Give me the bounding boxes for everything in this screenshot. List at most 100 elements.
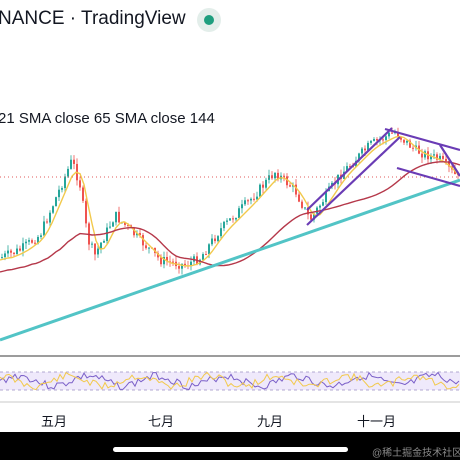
candle-body	[319, 205, 321, 208]
candle-body	[103, 240, 105, 243]
candle-body	[346, 166, 348, 172]
candle-body	[241, 204, 243, 209]
candle-body	[325, 191, 327, 203]
candle-body	[22, 243, 24, 251]
candle-body	[367, 142, 369, 151]
candle-body	[286, 176, 288, 186]
candle-body	[94, 243, 96, 255]
candle-body	[316, 207, 318, 214]
candle-body	[211, 238, 213, 245]
x-axis-label-september: 九月	[257, 414, 284, 429]
candle-body	[7, 250, 9, 254]
candle-body	[52, 206, 54, 213]
candle-body	[1, 257, 3, 259]
candle-body	[148, 247, 150, 249]
candle-body	[217, 236, 219, 242]
candle-body	[442, 155, 444, 159]
candle-body	[304, 207, 306, 209]
candle-body	[322, 202, 324, 206]
candle-body	[64, 176, 66, 189]
candle-body	[283, 175, 285, 177]
chart-title: NANCE · TradingView	[0, 8, 186, 29]
candle-body	[127, 224, 129, 226]
candle-body	[70, 159, 72, 169]
candle-body	[163, 257, 165, 265]
candle-body	[232, 218, 234, 220]
candle-body	[421, 153, 423, 158]
candle-body	[412, 147, 414, 149]
candle-body	[388, 132, 390, 137]
candle-body	[385, 136, 387, 140]
candle-body	[91, 243, 93, 245]
candle-body	[250, 198, 252, 201]
candle-body	[406, 140, 408, 143]
candle-body	[226, 220, 228, 222]
ascending-trendline	[0, 178, 460, 342]
candle-body	[13, 252, 15, 254]
candle-body	[100, 242, 102, 249]
candle-body	[193, 256, 195, 262]
app-header: NANCE · TradingView	[0, 0, 460, 40]
watermark: @稀土掘金技术社区	[372, 448, 460, 459]
candle-body	[358, 153, 360, 161]
candle-body	[16, 248, 18, 254]
candle-body	[82, 187, 84, 201]
candle-body	[19, 248, 21, 251]
candlesticks	[1, 127, 459, 275]
candle-body	[364, 148, 366, 151]
wedge-upper-line	[384, 127, 460, 152]
candle-body	[289, 185, 291, 187]
candle-body	[298, 194, 300, 202]
candle-body	[166, 257, 168, 262]
candle-body	[310, 214, 312, 220]
candle-body	[433, 154, 435, 156]
candle-body	[229, 218, 231, 221]
candle-body	[295, 184, 297, 195]
candle-body	[253, 198, 255, 200]
candle-body	[34, 242, 36, 244]
candle-body	[400, 137, 402, 140]
candle-body	[448, 161, 450, 167]
candle-body	[238, 208, 240, 219]
candle-body	[202, 254, 204, 260]
candle-body	[190, 261, 192, 267]
candle-body	[178, 266, 180, 269]
candle-body	[139, 233, 141, 236]
channel-upper-line	[306, 127, 393, 211]
candle-body	[31, 240, 33, 243]
candle-body	[376, 139, 378, 141]
candle-body	[349, 166, 351, 168]
candle-body	[109, 226, 111, 228]
candle-body	[439, 155, 441, 160]
candle-body	[373, 139, 375, 141]
candle-body	[172, 261, 174, 263]
candle-body	[208, 244, 210, 255]
candle-body	[205, 254, 207, 256]
candle-body	[85, 200, 87, 224]
candle-body	[382, 139, 384, 141]
home-indicator[interactable]	[113, 447, 348, 452]
status-indicator[interactable]	[197, 8, 221, 32]
candle-body	[106, 227, 108, 241]
candle-body	[25, 241, 27, 244]
candle-body	[397, 131, 399, 138]
candle-body	[61, 188, 63, 190]
candle-body	[124, 221, 126, 225]
system-footer	[0, 432, 460, 460]
moving-averages	[0, 137, 460, 273]
candle-body	[136, 233, 138, 236]
wedge-lower-line	[396, 166, 460, 188]
rsi-indicator	[0, 371, 460, 391]
candle-body	[40, 235, 42, 237]
candle-body	[4, 253, 6, 258]
candle-body	[430, 155, 432, 160]
x-axis-label-may: 五月	[41, 414, 68, 429]
candle-body	[118, 211, 120, 223]
candle-body	[445, 158, 447, 162]
sma-144-line	[0, 161, 460, 273]
candle-body	[67, 168, 69, 177]
candle-body	[49, 212, 51, 223]
candle-body	[262, 184, 264, 188]
candle-body	[97, 248, 99, 255]
